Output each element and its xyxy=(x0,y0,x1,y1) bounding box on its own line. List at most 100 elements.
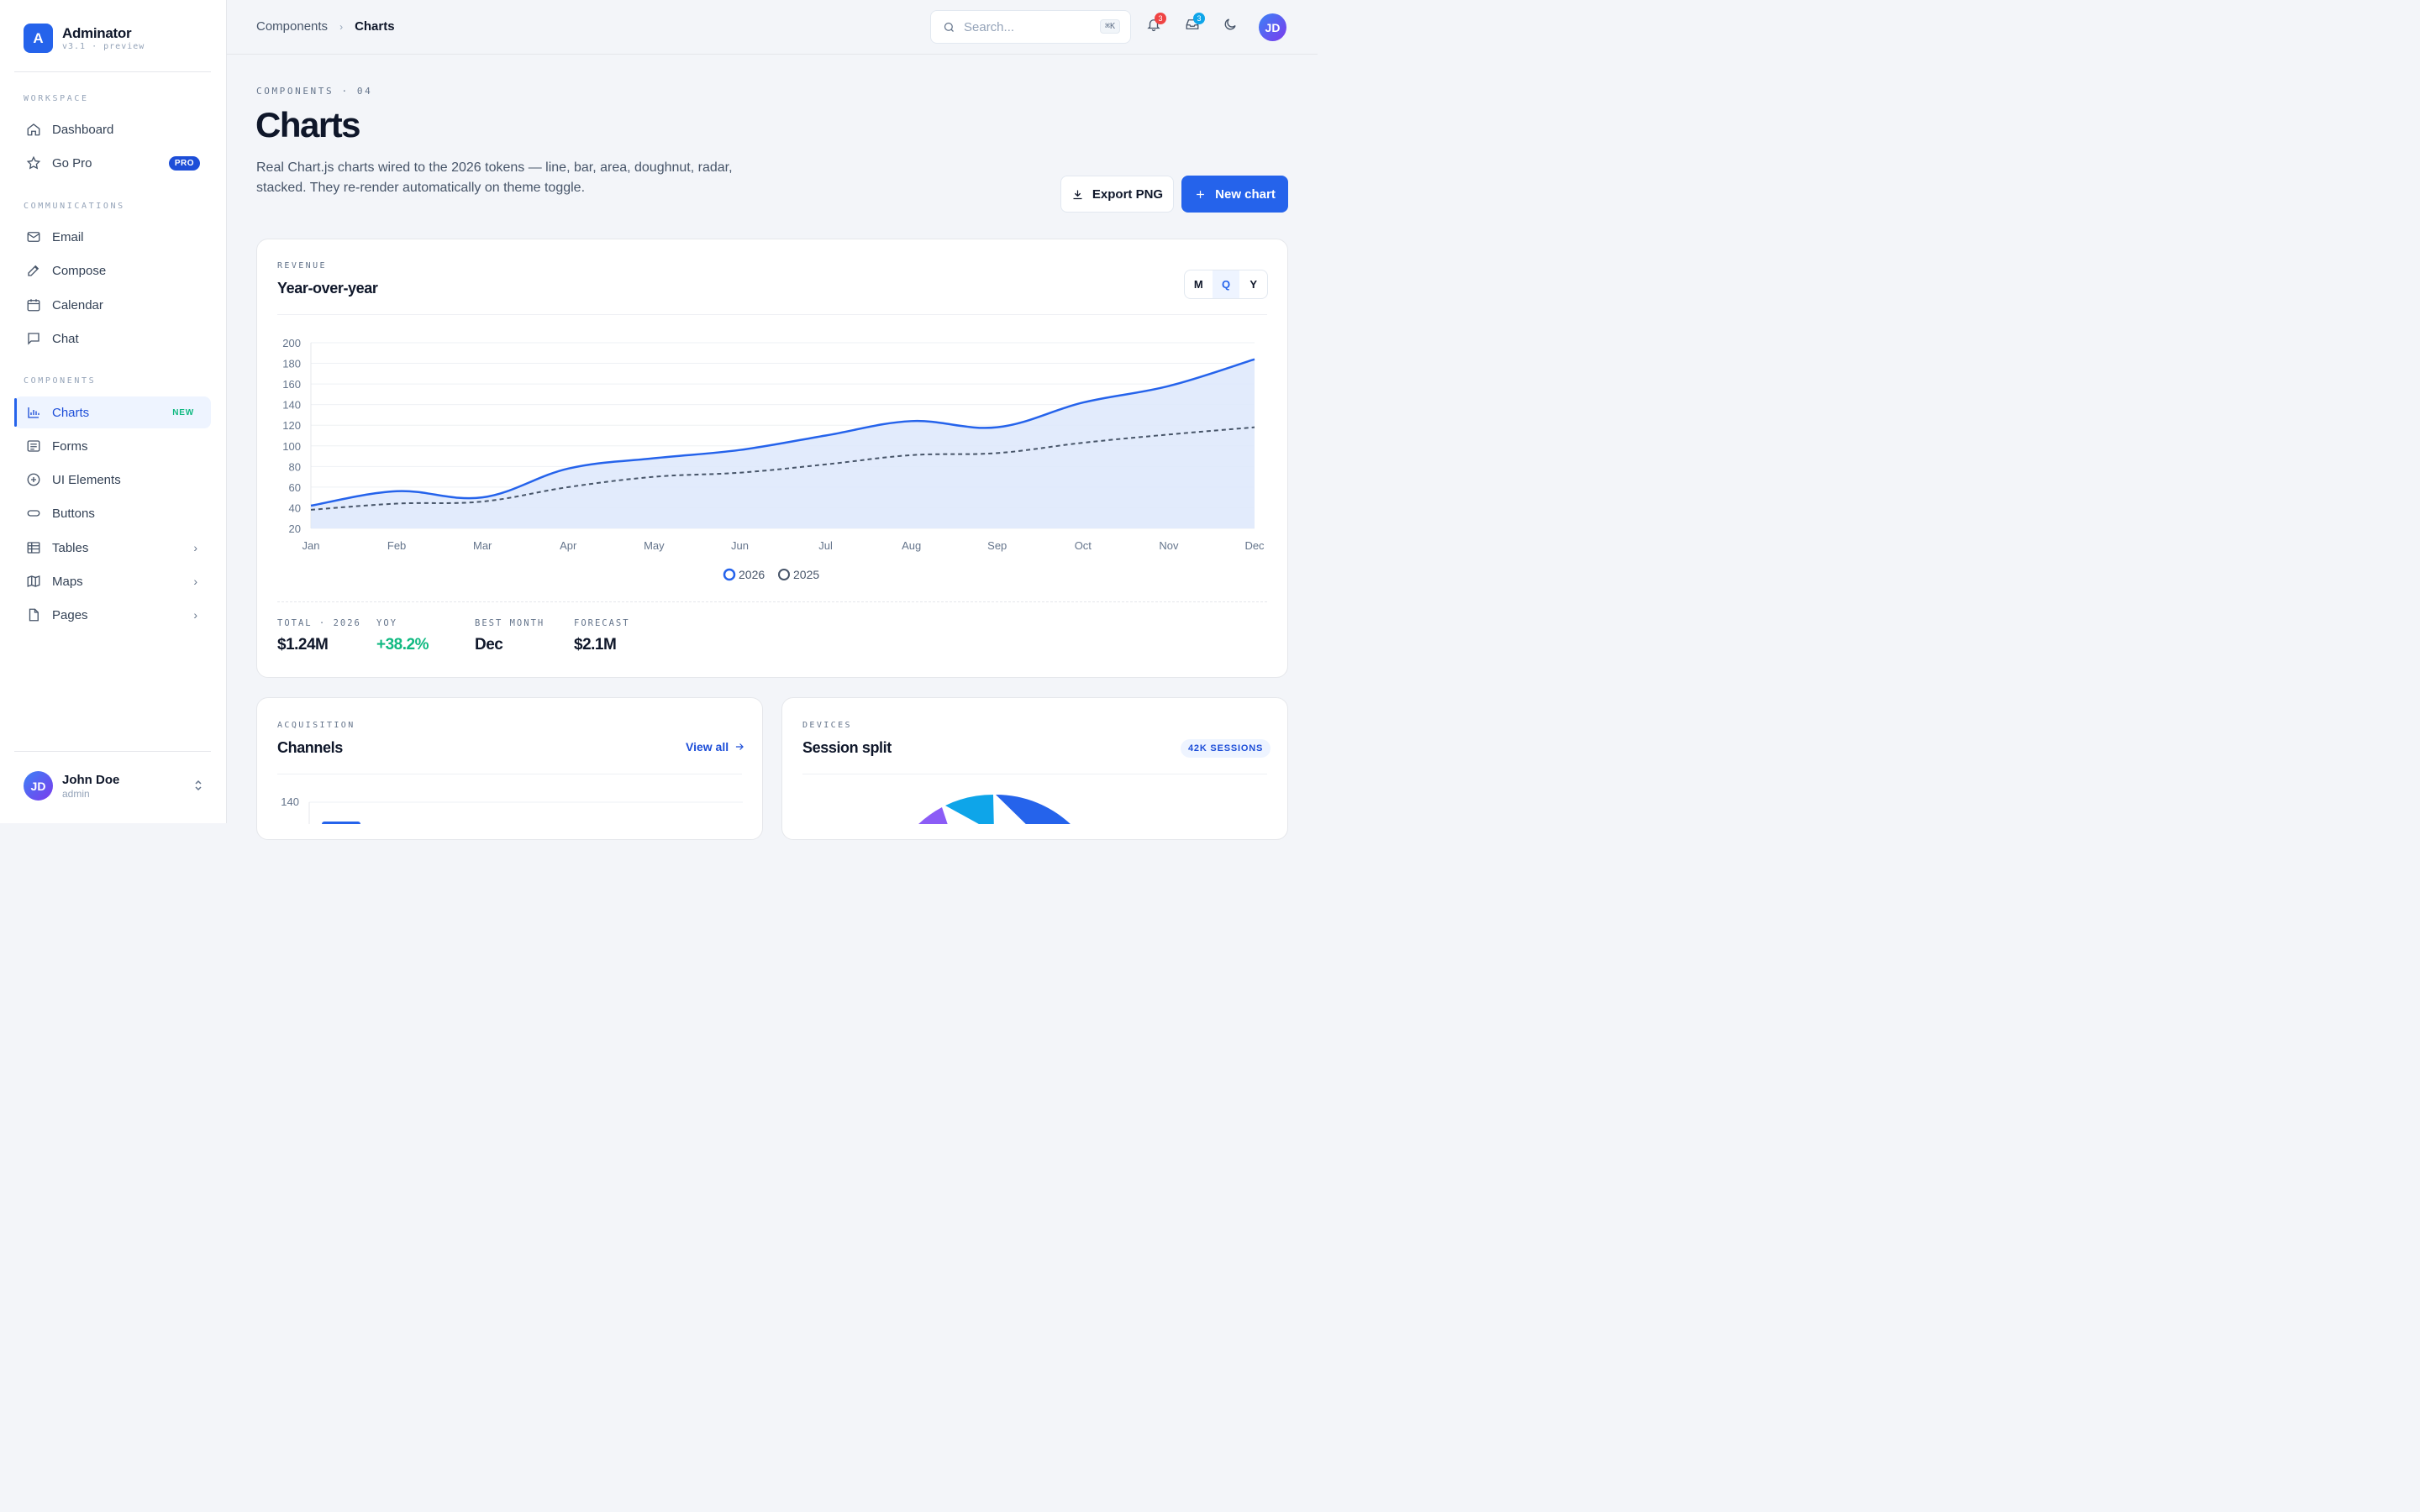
avatar[interactable]: JD xyxy=(1259,13,1286,41)
pro-badge: PRO xyxy=(168,155,200,171)
chevron-up-down-icon[interactable] xyxy=(193,780,203,794)
x-tick-label: Jul xyxy=(818,539,833,552)
notification-count: 3 xyxy=(1155,13,1166,24)
chevron-right-icon: › xyxy=(193,608,197,622)
sidebar-item-maps[interactable]: Maps › xyxy=(14,565,211,597)
section-label-communications: COMMUNICATIONS xyxy=(24,202,125,211)
sidebar: A Adminator v3.1 · preview WORKSPACE Das… xyxy=(0,0,227,823)
doughnut-slice-tablet xyxy=(918,807,948,824)
button-icon xyxy=(26,506,41,521)
divider xyxy=(14,751,211,752)
period-option-y[interactable]: Y xyxy=(1249,278,1258,291)
sidebar-item-label: Buttons xyxy=(52,506,95,521)
y-tick-label: 80 xyxy=(289,460,301,473)
stat-value-yoy: +38.2% xyxy=(376,636,429,654)
page-description: Real Chart.js charts wired to the 2026 t… xyxy=(256,160,733,195)
x-tick-label: May xyxy=(644,539,665,552)
card-eyebrow: REVENUE xyxy=(277,261,327,270)
chevron-right-icon: › xyxy=(339,20,344,33)
inbox-count: 3 xyxy=(1193,13,1205,24)
sidebar-item-email[interactable]: Email xyxy=(14,221,211,253)
brand-version: v3.1 · preview xyxy=(62,42,145,51)
divider xyxy=(277,601,1267,602)
doughnut-slice-mobile xyxy=(945,794,994,824)
section-label-workspace: WORKSPACE xyxy=(24,94,89,103)
divider xyxy=(277,314,1267,315)
y-tick-label: 180 xyxy=(282,358,301,370)
y-tick-label: 200 xyxy=(282,337,301,349)
y-tick-label: 160 xyxy=(282,378,301,391)
sidebar-item-label: Calendar xyxy=(52,297,103,312)
x-tick-label: Sep xyxy=(987,539,1007,552)
sidebar-item-charts[interactable]: Charts NEW xyxy=(14,396,211,428)
chevron-right-icon: › xyxy=(193,575,197,588)
chevron-right-icon: › xyxy=(193,541,197,554)
inbox-icon xyxy=(1186,19,1199,29)
period-toggle: M Q Y xyxy=(1184,270,1268,299)
map-icon xyxy=(26,574,41,589)
revenue-line-chart: 20 40 60 80 100 120 140 160 180 200 Jan Feb Mar Apr Ma… xyxy=(282,337,1265,581)
table-icon xyxy=(26,540,41,555)
breadcrumb-item-components[interactable]: Components xyxy=(256,19,329,34)
inbox-button[interactable]: 3 xyxy=(1185,13,1205,35)
x-tick-label: Feb xyxy=(387,539,406,552)
mail-icon xyxy=(26,229,41,244)
page-title: Charts xyxy=(255,105,361,144)
user-menu[interactable]: JD John Doe admin xyxy=(24,771,203,801)
doughnut-slice-desktop xyxy=(996,794,1071,824)
x-tick-label: Aug xyxy=(902,539,921,552)
plus-icon xyxy=(1197,190,1205,198)
avatar: JD xyxy=(24,771,53,801)
card-title: Channels xyxy=(277,739,343,756)
sidebar-item-dashboard[interactable]: Dashboard xyxy=(14,113,211,145)
breadcrumb: Components › Charts xyxy=(256,19,395,34)
period-option-q[interactable]: Q xyxy=(1212,270,1240,298)
home-icon xyxy=(26,122,41,137)
search-box[interactable]: ⌘K xyxy=(930,10,1131,44)
sidebar-item-label: Charts xyxy=(52,405,90,420)
sidebar-item-label: Maps xyxy=(52,574,83,589)
sidebar-item-forms[interactable]: Forms xyxy=(14,430,211,462)
y-tick-label: 60 xyxy=(289,481,301,494)
period-option-m[interactable]: M xyxy=(1193,278,1203,291)
session-doughnut-chart xyxy=(918,794,1071,824)
page-eyebrow: COMPONENTS · 04 xyxy=(256,86,373,97)
brand[interactable]: A Adminator v3.1 · preview xyxy=(24,24,145,53)
sidebar-item-tables[interactable]: Tables › xyxy=(14,532,211,564)
sidebar-item-ui-elements[interactable]: UI Elements xyxy=(14,464,211,496)
sidebar-item-label: Chat xyxy=(52,331,79,346)
sidebar-item-pages[interactable]: Pages › xyxy=(14,599,211,631)
arrow-right-icon xyxy=(736,743,744,750)
sidebar-item-label: Dashboard xyxy=(52,122,114,137)
search-icon xyxy=(944,22,954,32)
sidebar-item-compose[interactable]: Compose xyxy=(14,255,211,286)
legend-label-2026: 2026 xyxy=(739,568,765,581)
sidebar-item-label: Pages xyxy=(52,607,88,622)
legend-label-2025: 2025 xyxy=(793,568,819,581)
view-all-link[interactable]: View all xyxy=(686,740,745,753)
theme-toggle-button[interactable] xyxy=(1223,17,1241,35)
stat-value-total: $1.24M xyxy=(277,636,329,654)
topbar: Components › Charts ⌘K 3 3 JD xyxy=(227,0,1318,55)
sidebar-item-go-pro[interactable]: Go Pro PRO xyxy=(14,147,211,179)
calendar-icon xyxy=(26,297,41,312)
button-label: New chart xyxy=(1215,186,1276,202)
new-chart-button[interactable]: New chart xyxy=(1181,176,1288,213)
sidebar-item-chat[interactable]: Chat xyxy=(14,323,211,354)
x-tick-label: Nov xyxy=(1159,539,1179,552)
sidebar-item-label: Compose xyxy=(52,263,107,278)
sidebar-item-buttons[interactable]: Buttons xyxy=(14,497,211,529)
brand-logo: A xyxy=(24,24,53,53)
export-png-button[interactable]: Export PNG xyxy=(1060,176,1174,213)
divider xyxy=(14,71,211,72)
x-tick-label: Mar xyxy=(473,539,492,552)
x-tick-label: Apr xyxy=(560,539,577,552)
stat-label-best-month: BEST MONTH xyxy=(475,618,545,628)
x-tick-label: Jun xyxy=(731,539,749,552)
legend-marker-2025 xyxy=(778,569,790,580)
notifications-button[interactable]: 3 xyxy=(1146,13,1166,35)
search-input[interactable] xyxy=(964,19,1090,34)
sidebar-item-calendar[interactable]: Calendar xyxy=(14,289,211,321)
y-tick-label: 140 xyxy=(282,399,301,412)
stat-value-best-month: Dec xyxy=(475,636,503,654)
